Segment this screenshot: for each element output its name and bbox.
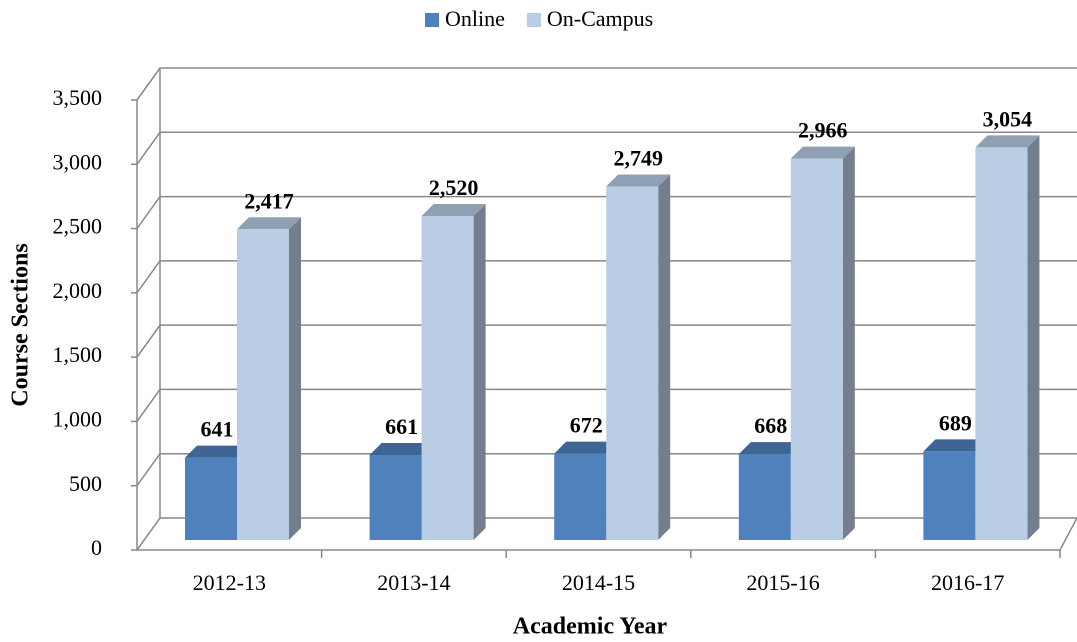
bar xyxy=(606,186,659,541)
data-label: 689 xyxy=(939,410,972,435)
bar-side xyxy=(473,204,486,540)
y-tick-label: 1,000 xyxy=(53,406,103,431)
bar-side xyxy=(1027,135,1040,541)
bar-top xyxy=(606,174,671,187)
bar-top xyxy=(923,439,988,452)
legend-label: On-Campus xyxy=(547,6,653,31)
bar-top xyxy=(790,146,855,159)
bar-top xyxy=(554,441,619,454)
y-tick-label: 3,500 xyxy=(53,85,103,110)
x-tick-label: 2014-15 xyxy=(562,570,635,595)
data-label: 2,520 xyxy=(429,175,479,200)
legend-swatch xyxy=(526,13,541,27)
bar-top xyxy=(738,442,803,455)
bar-side xyxy=(842,146,855,540)
bar xyxy=(237,229,289,540)
x-axis-title: Academic Year xyxy=(513,614,668,640)
grid-line xyxy=(136,260,1077,294)
y-tick-label: 1,500 xyxy=(53,342,103,367)
bar xyxy=(369,455,422,540)
x-tick-label: 2012-13 xyxy=(193,570,266,595)
data-label: 2,417 xyxy=(244,188,294,213)
data-label: 661 xyxy=(385,414,418,439)
data-label: 641 xyxy=(201,417,234,442)
legend-label: Online xyxy=(445,6,505,31)
bar xyxy=(975,147,1028,541)
grid-line xyxy=(136,131,1077,165)
bar xyxy=(738,454,791,540)
grid-line xyxy=(136,324,1077,358)
bar xyxy=(554,453,607,540)
bar xyxy=(421,216,474,540)
data-label: 668 xyxy=(754,413,787,438)
bar-side xyxy=(658,174,671,541)
bar-top xyxy=(237,217,301,230)
bar-top xyxy=(369,443,434,456)
bar xyxy=(790,158,843,540)
y-tick-label: 500 xyxy=(69,471,102,496)
x-tick-label: 2015-16 xyxy=(746,570,819,595)
y-tick-label: 2,500 xyxy=(53,214,103,239)
bar xyxy=(185,457,237,540)
legend-swatch xyxy=(425,13,439,27)
bar xyxy=(923,451,976,540)
grid-line xyxy=(136,67,1077,101)
bar-side xyxy=(289,217,301,540)
x-tick-label: 2016-17 xyxy=(931,570,1004,595)
data-label: 672 xyxy=(570,413,603,438)
x-tick-label: 2013-14 xyxy=(377,570,450,595)
bar-top xyxy=(975,135,1040,148)
grid-line xyxy=(136,388,1077,422)
data-label: 2,749 xyxy=(613,146,663,171)
bar-top xyxy=(185,445,249,458)
y-axis-title: Course Sections xyxy=(8,243,34,406)
grid-line xyxy=(136,195,1077,230)
y-tick-label: 2,000 xyxy=(53,278,103,303)
y-tick-label: 3,000 xyxy=(53,149,103,174)
y-tick-label: 0 xyxy=(91,535,102,560)
data-label: 3,054 xyxy=(983,106,1033,131)
data-label: 2,966 xyxy=(798,118,848,143)
bar-top xyxy=(421,204,486,216)
